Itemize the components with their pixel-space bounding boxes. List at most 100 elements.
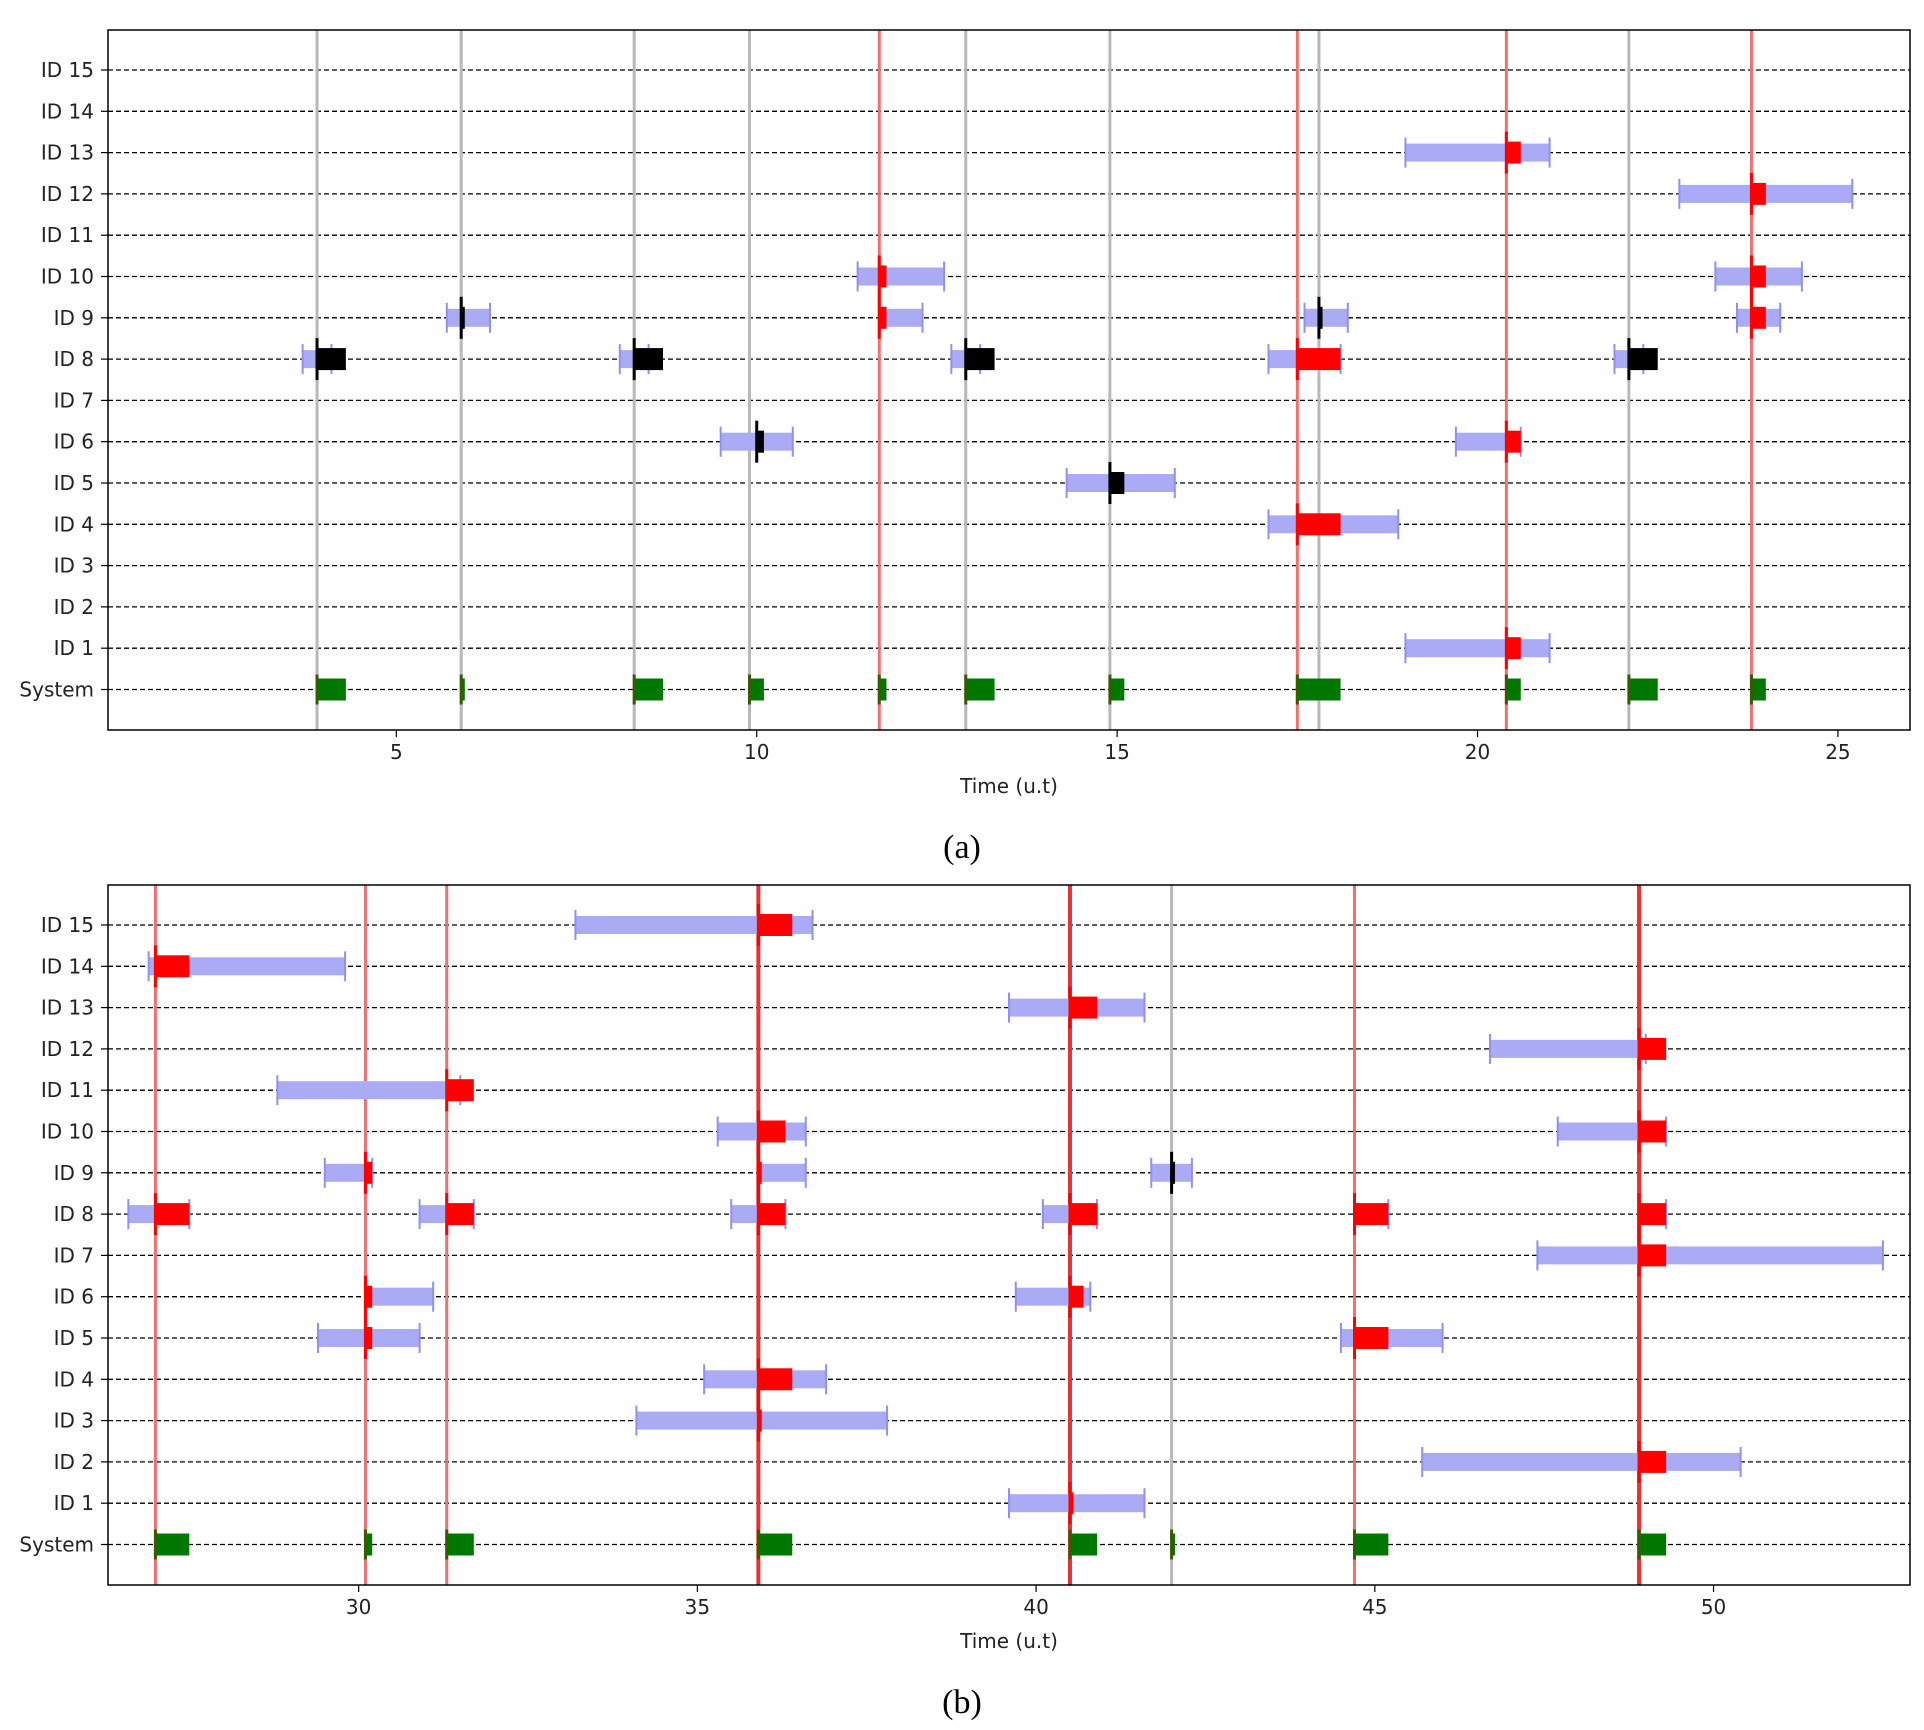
system-block — [155, 1533, 190, 1556]
task-execution — [461, 306, 465, 329]
y-tick-label: ID 6 — [54, 430, 94, 454]
task-execution — [446, 1203, 474, 1226]
task-execution — [1639, 1450, 1667, 1473]
task-execution — [758, 1120, 786, 1143]
panel-label: (b) — [942, 1684, 982, 1721]
x-tick-label: 30 — [346, 1595, 371, 1619]
task-execution — [1751, 265, 1766, 288]
task-window — [1455, 432, 1521, 451]
y-tick-label: ID 5 — [54, 471, 94, 495]
task-execution — [879, 306, 887, 329]
x-tick-label: 5 — [390, 740, 403, 764]
system-block — [1109, 678, 1125, 701]
task-execution — [365, 1285, 373, 1308]
y-tick-label: ID 4 — [54, 1367, 94, 1391]
task-execution — [758, 1368, 793, 1391]
task-window — [324, 1163, 373, 1182]
task-execution — [1639, 1120, 1667, 1143]
task-execution — [1628, 348, 1658, 371]
x-tick-label: 10 — [744, 740, 769, 764]
system-block — [749, 678, 764, 701]
task-execution — [1639, 1037, 1667, 1060]
task-execution — [155, 955, 190, 978]
task-window — [879, 308, 923, 327]
y-tick-label: System — [19, 678, 94, 702]
task-execution — [1506, 430, 1521, 453]
task-execution — [965, 348, 995, 371]
system-block — [446, 1533, 474, 1556]
task-execution — [1318, 306, 1323, 329]
task-execution — [758, 914, 793, 936]
y-tick-label: ID 8 — [54, 1202, 94, 1226]
task-execution — [317, 348, 346, 371]
task-window — [1304, 308, 1348, 327]
y-tick-label: ID 15 — [41, 58, 94, 82]
task-execution — [365, 1327, 373, 1349]
x-tick-label: 15 — [1104, 740, 1129, 764]
y-tick-label: ID 7 — [54, 388, 94, 412]
system-block — [965, 678, 995, 701]
y-tick-label: ID 5 — [54, 1326, 94, 1350]
task-window — [1537, 1246, 1883, 1265]
x-tick-labels: 5 10 15 20 25 — [390, 730, 1851, 764]
panel-label: (a) — [943, 829, 981, 866]
task-window — [575, 916, 813, 934]
task-window — [1422, 1452, 1741, 1471]
system-block — [461, 678, 465, 701]
task-execution — [1069, 1492, 1074, 1515]
task-execution — [1069, 1203, 1098, 1226]
y-tick-label: ID 9 — [54, 306, 94, 330]
system-block — [1639, 1533, 1667, 1556]
task-execution — [1354, 1203, 1389, 1226]
system-block — [1751, 678, 1766, 701]
system-block — [1069, 1533, 1098, 1556]
y-tick-label: ID 13 — [41, 141, 94, 165]
x-tick-label: 40 — [1023, 1595, 1048, 1619]
y-tick-label: System — [19, 1533, 94, 1557]
y-tick-label: ID 12 — [41, 1037, 94, 1061]
task-window — [148, 957, 346, 976]
event-lines — [315, 30, 1753, 730]
y-tick-label: ID 10 — [41, 1120, 94, 1144]
task-execution — [365, 1161, 373, 1184]
task-execution — [1171, 1161, 1175, 1184]
task-execution — [1069, 1285, 1084, 1308]
y-tick-label: ID 10 — [41, 265, 94, 289]
task-window — [758, 1163, 806, 1182]
y-tick-label: ID 13 — [41, 996, 94, 1020]
y-tick-label: ID 1 — [54, 636, 94, 660]
panel-b: ID 15 ID 14 ID 13 ID 12 ID 11 ID 10 ID 9 ID 8 ID… — [19, 884, 1911, 1721]
task-window — [1009, 1494, 1145, 1513]
y-tick-label: ID 2 — [54, 595, 94, 619]
system-block — [1354, 1533, 1389, 1556]
task-execution — [1639, 1203, 1667, 1226]
task-execution — [1506, 637, 1521, 660]
y-tick-label: ID 11 — [41, 223, 94, 247]
system-block — [365, 1533, 373, 1556]
task-execution — [758, 1409, 762, 1432]
system-block — [1171, 1533, 1175, 1556]
system-block — [1628, 678, 1658, 701]
x-axis-label: Time (u.t) — [959, 774, 1058, 798]
y-tick-label: ID 11 — [41, 1078, 94, 1102]
task-execution — [758, 1161, 762, 1184]
x-axis-label: Time (u.t) — [959, 1629, 1058, 1653]
task-execution — [1506, 141, 1521, 164]
task-execution — [1751, 182, 1766, 205]
task-execution — [1354, 1327, 1389, 1349]
x-tick-label: 50 — [1701, 1595, 1726, 1619]
y-tick-label: ID 14 — [41, 99, 94, 123]
task-execution — [1639, 1244, 1667, 1267]
y-tick-label: ID 3 — [54, 554, 94, 578]
system-block — [758, 1533, 793, 1556]
event-lines — [153, 885, 1642, 1585]
task-execution — [155, 1203, 190, 1226]
y-tick-labels: ID 15 ID 14 ID 13 ID 12 ID 11 ID 10 ID 9 ID 8 ID… — [19, 913, 108, 1557]
task-window — [446, 308, 491, 327]
plot-frame — [107, 884, 1911, 1586]
task-execution — [879, 265, 887, 288]
y-tick-label: ID 6 — [54, 1285, 94, 1309]
task-bars — [127, 904, 1884, 1560]
